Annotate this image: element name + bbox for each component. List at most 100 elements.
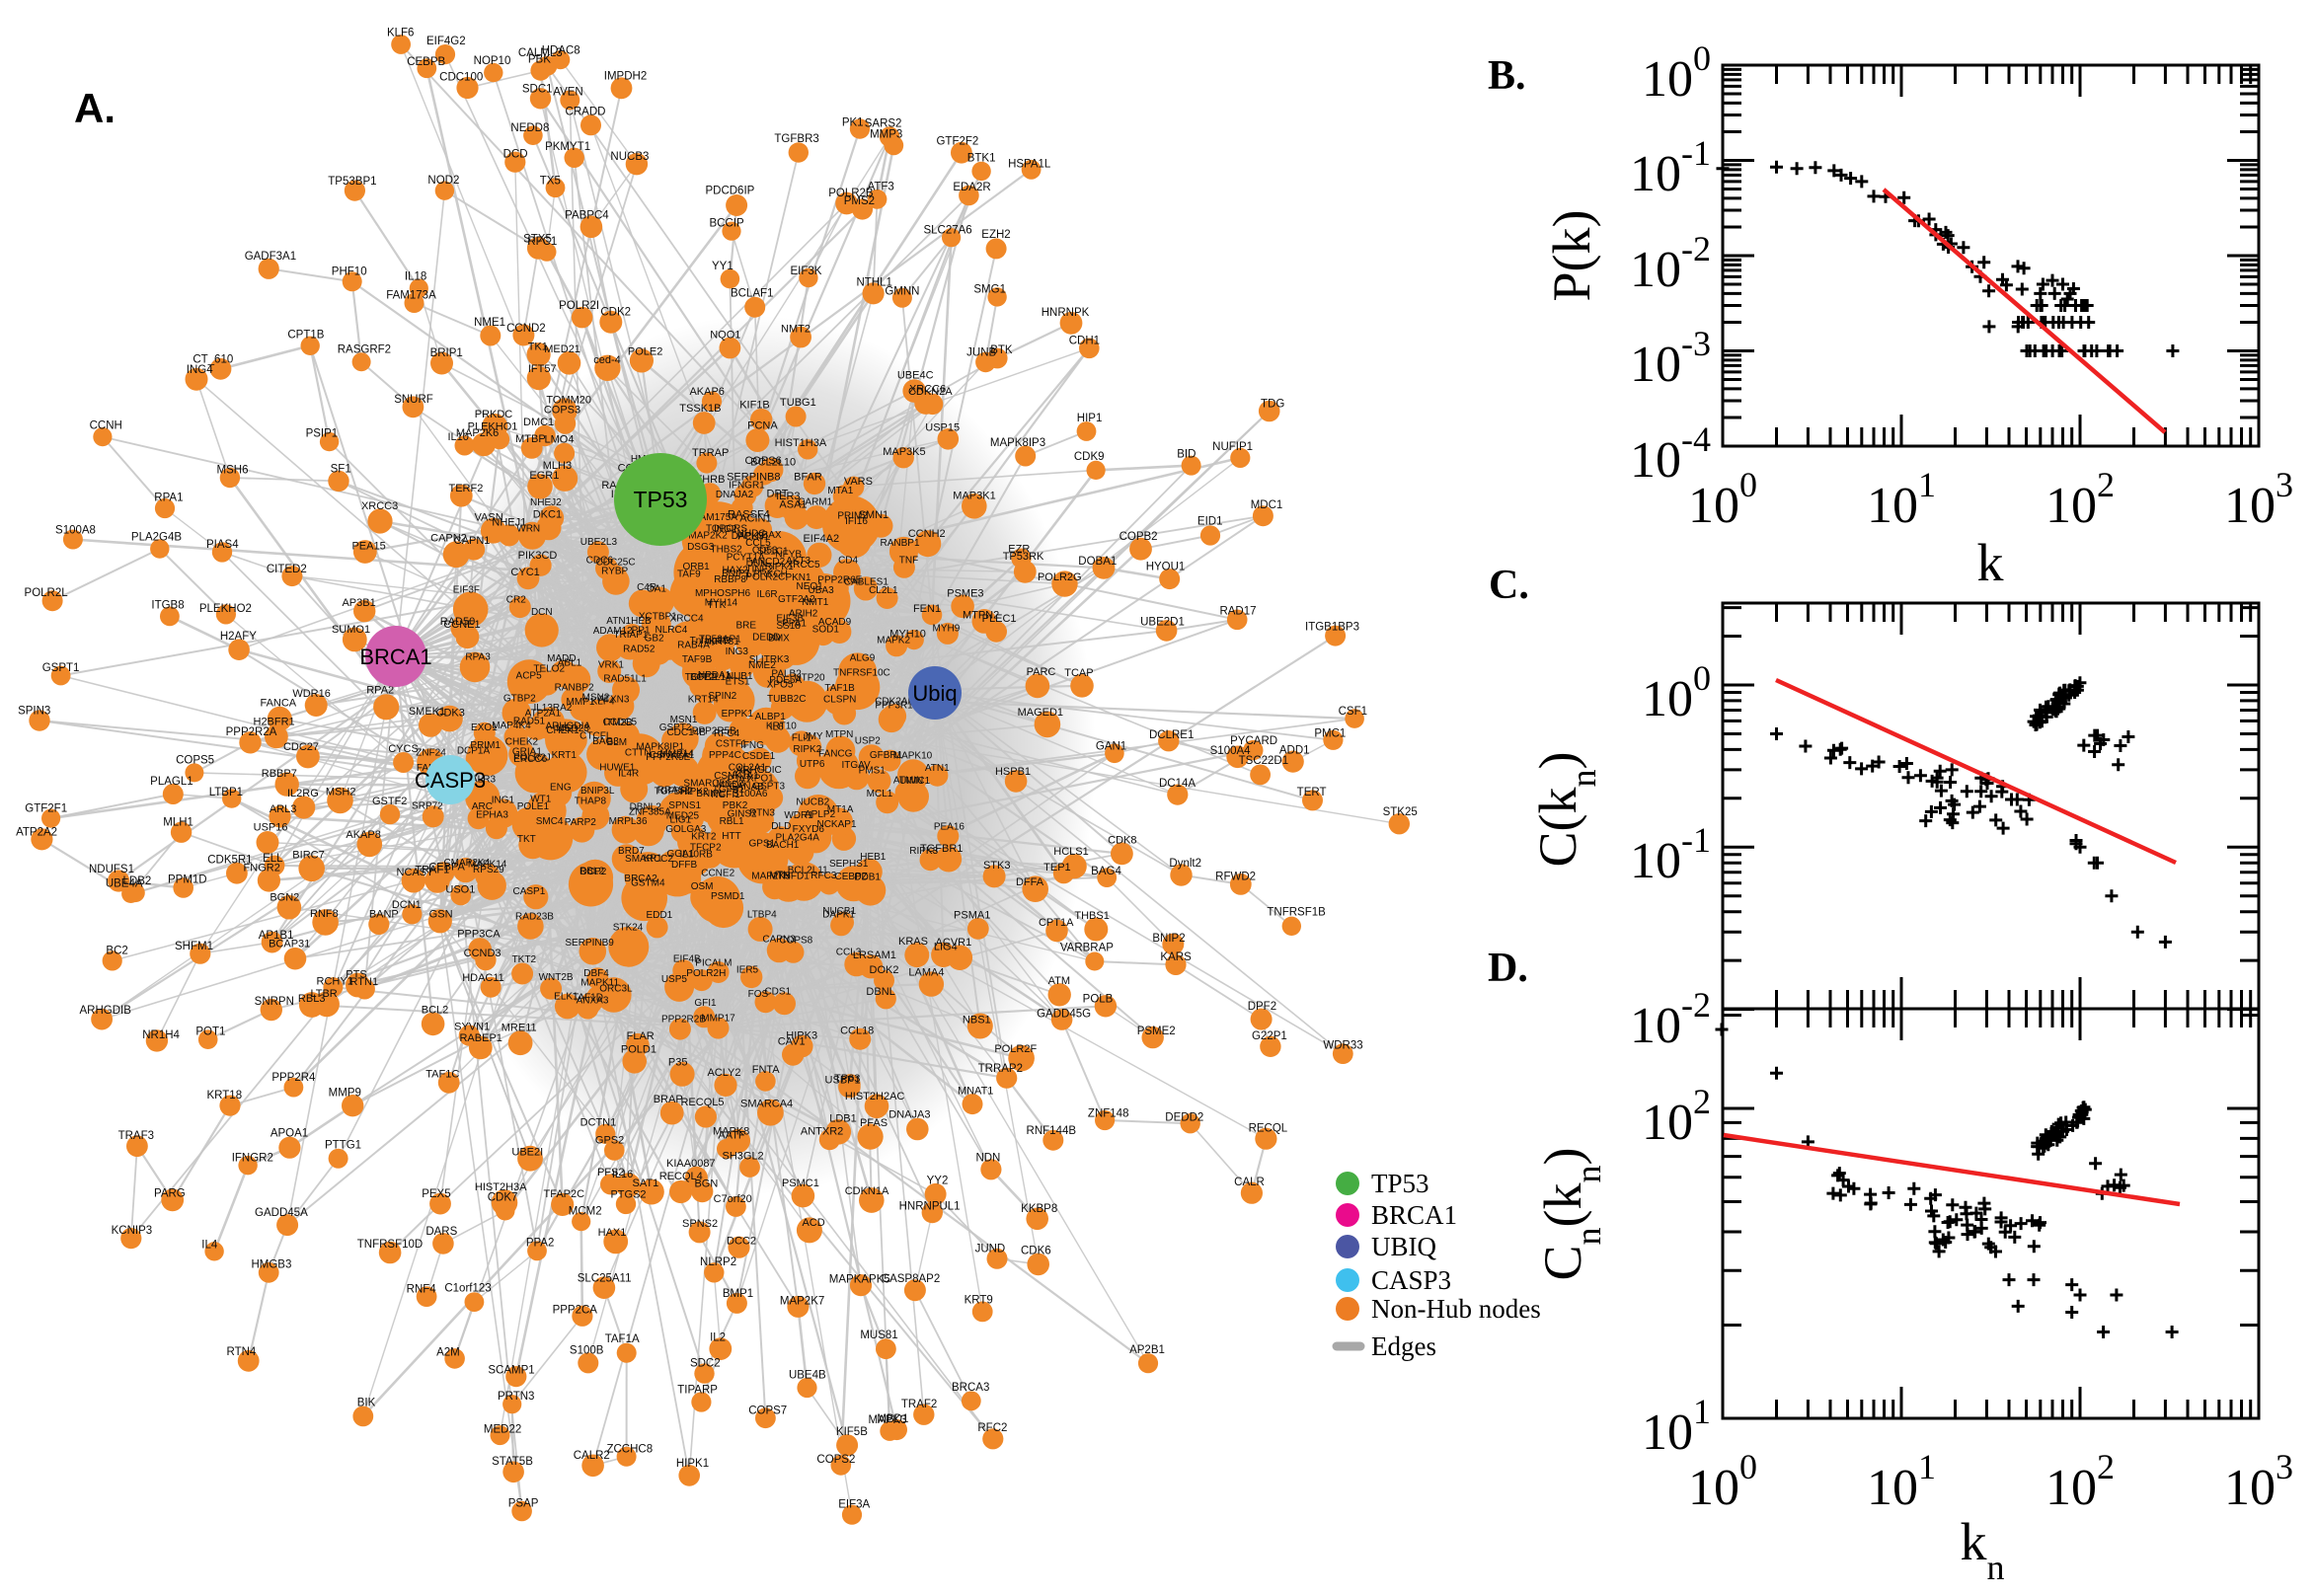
svg-text:DCN1: DCN1: [392, 899, 422, 911]
svg-text:HIST1H3A: HIST1H3A: [775, 437, 827, 449]
svg-text:LTBP1: LTBP1: [209, 787, 243, 798]
svg-text:WT1: WT1: [530, 794, 552, 804]
svg-text:PSMA1: PSMA1: [954, 910, 990, 922]
svg-text:RYBP: RYBP: [601, 567, 628, 577]
svg-text:CAPN1: CAPN1: [454, 535, 491, 547]
svg-text:DCLRE1: DCLRE1: [1149, 729, 1194, 741]
svg-text:MRPL36: MRPL36: [609, 816, 648, 827]
svg-text:PSME3: PSME3: [947, 588, 983, 600]
svg-text:NQO1: NQO1: [710, 330, 740, 342]
svg-text:DCN: DCN: [531, 607, 553, 618]
svg-text:AP2B1: AP2B1: [1129, 1344, 1165, 1356]
svg-text:BCCIP: BCCIP: [710, 218, 744, 230]
svg-text:KCNIP3: KCNIP3: [112, 1225, 153, 1237]
svg-text:TNFRSF10C: TNFRSF10C: [833, 668, 890, 679]
svg-text:LIG4: LIG4: [934, 941, 958, 952]
svg-text:SMC4: SMC4: [536, 816, 564, 827]
svg-text:UTP6: UTP6: [800, 759, 825, 770]
svg-text:BRAP: BRAP: [654, 1094, 683, 1105]
svg-text:CDKN1A: CDKN1A: [845, 1185, 889, 1197]
svg-text:EDD1: EDD1: [647, 910, 673, 921]
svg-text:SPIN3: SPIN3: [18, 706, 50, 718]
svg-text:MLH1: MLH1: [163, 817, 193, 829]
svg-text:HSPA1L: HSPA1L: [1008, 158, 1051, 170]
svg-text:RASGRF2: RASGRF2: [338, 344, 391, 356]
svg-text:GRIA1: GRIA1: [512, 747, 542, 758]
svg-text:KLF6: KLF6: [387, 27, 415, 38]
svg-text:KKBP8: KKBP8: [1021, 1203, 1057, 1215]
svg-text:HIP1: HIP1: [1077, 413, 1103, 424]
svg-text:FAM173A: FAM173A: [386, 289, 436, 301]
svg-text:ZNF385A: ZNF385A: [629, 807, 671, 818]
svg-text:SMEK1: SMEK1: [409, 706, 445, 718]
svg-text:TRRAP: TRRAP: [692, 447, 729, 459]
svg-text:CALML3: CALML3: [518, 47, 563, 59]
svg-text:MMP17: MMP17: [701, 1014, 735, 1025]
svg-text:ATP2A2: ATP2A2: [16, 827, 57, 839]
svg-text:COPB2: COPB2: [1119, 531, 1158, 543]
svg-text:CCNE1: CCNE1: [443, 619, 480, 631]
svg-text:UBE2I: UBE2I: [511, 1147, 543, 1159]
svg-text:NLRC4: NLRC4: [656, 625, 688, 636]
svg-text:COPS2: COPS2: [816, 1454, 855, 1466]
svg-text:EIF4A2: EIF4A2: [803, 533, 839, 545]
svg-text:EGR1: EGR1: [529, 470, 559, 482]
svg-text:B.: B.: [1488, 53, 1526, 99]
svg-text:JUND: JUND: [975, 1244, 1006, 1255]
svg-text:CDK5R1: CDK5R1: [207, 855, 252, 867]
svg-text:TKT: TKT: [517, 834, 536, 845]
svg-text:GADF3A1: GADF3A1: [245, 251, 296, 263]
svg-text:DEDD2: DEDD2: [1165, 1112, 1203, 1124]
svg-text:PDCD6IP: PDCD6IP: [705, 186, 754, 197]
svg-text:MED25: MED25: [666, 811, 700, 822]
svg-text:PLA2G4A: PLA2G4A: [775, 832, 819, 843]
svg-text:TERT: TERT: [1297, 787, 1327, 798]
svg-text:ELL: ELL: [263, 853, 283, 865]
svg-text:ACIN1: ACIN1: [739, 513, 771, 525]
svg-text:THAP8: THAP8: [575, 797, 607, 807]
svg-text:PEX5: PEX5: [422, 1188, 450, 1200]
svg-text:MNAT1: MNAT1: [958, 1085, 993, 1097]
svg-text:RPS29: RPS29: [473, 865, 504, 875]
svg-text:OA1: OA1: [647, 584, 666, 595]
svg-text:SYVN1: SYVN1: [454, 1021, 490, 1032]
svg-text:TFCP2: TFCP2: [690, 843, 722, 854]
svg-text:BRCA1: BRCA1: [359, 645, 431, 669]
svg-text:GTF2F2: GTF2F2: [936, 136, 978, 148]
svg-text:Edges: Edges: [1371, 1331, 1436, 1361]
svg-text:PSIP1: PSIP1: [306, 427, 339, 439]
svg-text:IL2RG: IL2RG: [287, 788, 319, 799]
svg-text:TP53: TP53: [634, 487, 688, 512]
svg-text:PSMC1: PSMC1: [782, 1178, 819, 1189]
svg-text:ARHGDIB: ARHGDIB: [79, 1005, 131, 1017]
svg-text:HIST2H2AC: HIST2H2AC: [845, 1091, 905, 1102]
svg-text:CASP3: CASP3: [415, 768, 486, 793]
svg-text:MAP4K4: MAP4K4: [492, 721, 531, 731]
svg-text:RNF144B: RNF144B: [1027, 1125, 1077, 1137]
svg-text:CYCS: CYCS: [388, 743, 419, 755]
svg-text:SH3GL2: SH3GL2: [722, 1151, 763, 1163]
svg-text:RAD52: RAD52: [623, 645, 656, 655]
svg-text:DFFA: DFFA: [1016, 876, 1044, 888]
svg-text:KP1: KP1: [644, 854, 662, 865]
svg-text:MSN1: MSN1: [670, 715, 698, 725]
svg-text:DNAJA2: DNAJA2: [716, 490, 754, 500]
svg-text:IER5: IER5: [736, 965, 759, 976]
svg-text:GADD45A: GADD45A: [255, 1207, 308, 1219]
svg-text:POLR2G: POLR2G: [1038, 571, 1082, 583]
svg-text:SUMO1: SUMO1: [332, 624, 370, 636]
svg-text:RTN1: RTN1: [350, 976, 379, 988]
svg-text:TNF: TNF: [899, 556, 918, 567]
svg-text:IER3: IER3: [776, 491, 800, 502]
svg-text:IFNG: IFNG: [740, 740, 764, 751]
svg-text:USP2: USP2: [855, 736, 882, 747]
svg-text:BCLAF1: BCLAF1: [731, 287, 773, 299]
svg-text:ced-4: ced-4: [593, 354, 621, 366]
svg-text:PPP2R6E: PPP2R6E: [817, 574, 862, 585]
svg-text:HTT: HTT: [722, 831, 740, 842]
svg-text:ZNF148: ZNF148: [1088, 1107, 1129, 1119]
svg-text:XRCC4: XRCC4: [670, 614, 704, 625]
svg-text:FANCA: FANCA: [260, 697, 296, 709]
svg-text:BIRC7: BIRC7: [292, 850, 324, 862]
svg-text:PARG: PARG: [154, 1188, 186, 1200]
